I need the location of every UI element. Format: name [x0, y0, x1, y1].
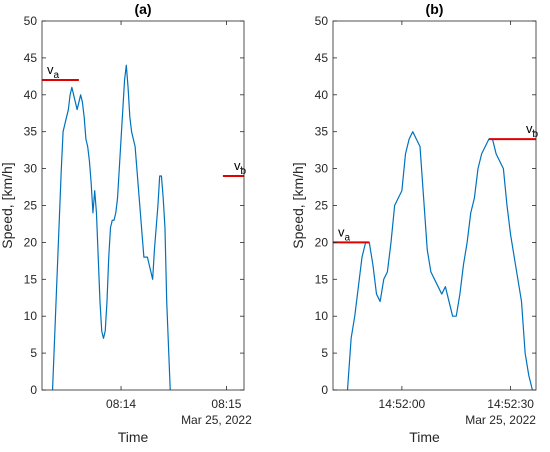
- panel-b-ytick-label: 25: [315, 199, 329, 213]
- panel-b-ref-label-sub-b: b: [533, 129, 539, 140]
- panel-a-title: (a): [134, 1, 151, 17]
- panel-a-ytick-label: 45: [24, 51, 38, 65]
- panel-b-ref-label-sub-a: a: [345, 232, 351, 243]
- panel-a-ytick-label: 30: [24, 162, 38, 176]
- panel-a-xlabel: Time: [118, 429, 149, 445]
- panel-b-xlabel: Time: [409, 429, 440, 445]
- panel-b: (b) Time Speed, [km/h] Mar 25, 2022 vavb…: [290, 1, 539, 445]
- panel-a: (a) Time Speed, [km/h] Mar 25, 2022 vavb…: [0, 1, 252, 445]
- panel-b-ytick-label: 0: [321, 383, 328, 397]
- panel-a-ylabel: Speed, [km/h]: [0, 162, 15, 248]
- panel-a-ytick-label: 20: [24, 235, 38, 249]
- panel-b-ytick-label: 5: [321, 346, 328, 360]
- panel-a-axes-frame: [41, 20, 245, 391]
- panel-a-xtick-label: 08:15: [211, 397, 241, 411]
- panel-b-ylabel: Speed, [km/h]: [290, 162, 306, 248]
- panel-b-ytick-label: 10: [315, 309, 329, 323]
- panel-b-date-label: Mar 25, 2022: [465, 413, 536, 427]
- panel-b-ytick-label: 20: [315, 235, 329, 249]
- panel-b-ytick-label: 45: [315, 51, 329, 65]
- panel-b-speed-line: [346, 131, 533, 391]
- panel-b-title: (b): [426, 1, 444, 17]
- panel-b-plot-area: [333, 21, 536, 390]
- panel-a-ytick-label: 5: [30, 346, 37, 360]
- panel-b-ytick-label: 40: [315, 88, 329, 102]
- panel-b-ytick-label: 15: [315, 272, 329, 286]
- panel-a-ytick-label: 0: [30, 383, 37, 397]
- panel-a-plot-area: [42, 21, 244, 390]
- panel-a-ytick-label: 15: [24, 272, 38, 286]
- panel-a-ytick-label: 50: [24, 14, 38, 28]
- panel-a-xtick-label: 08:14: [106, 397, 136, 411]
- panel-a-ytick-label: 25: [24, 199, 38, 213]
- panel-a-speed-line: [51, 64, 171, 391]
- panel-b-axes-frame: [332, 20, 537, 391]
- panel-b-xtick-label: 14:52:00: [379, 397, 426, 411]
- panel-a-ytick-label: 10: [24, 309, 38, 323]
- panel-a-date-label: Mar 25, 2022: [181, 413, 252, 427]
- panel-a-ref-label-sub-b: b: [241, 166, 247, 177]
- panel-b-xtick-label: 14:52:30: [487, 397, 534, 411]
- panel-b-ytick-label: 30: [315, 162, 329, 176]
- panel-b-ytick-label: 50: [315, 14, 329, 28]
- panel-a-ytick-label: 40: [24, 88, 38, 102]
- panel-a-ytick-label: 35: [24, 125, 38, 139]
- panel-a-ref-label-sub-a: a: [54, 70, 60, 81]
- panel-b-ytick-label: 35: [315, 125, 329, 139]
